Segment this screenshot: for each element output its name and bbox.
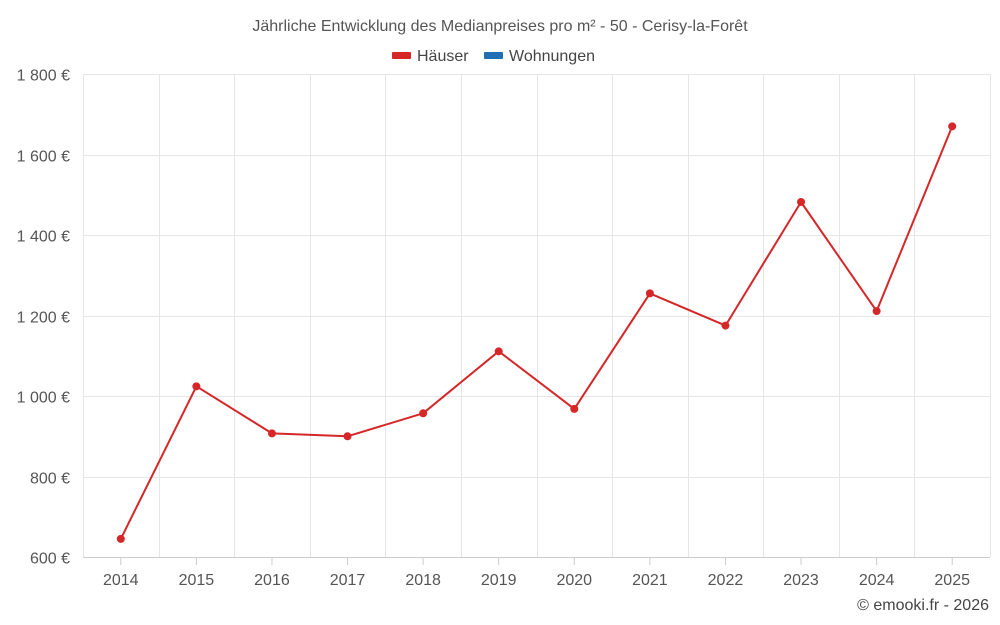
x-tick-label: 2015 <box>179 572 215 589</box>
x-tick-label: 2017 <box>330 572 366 589</box>
series-haeuser <box>116 122 957 543</box>
data-point[interactable] <box>948 122 957 131</box>
y-tick-label: 1 200 € <box>17 310 70 327</box>
x-tick-label: 2025 <box>934 572 970 589</box>
x-tick-label: 2023 <box>783 572 819 589</box>
grid <box>83 74 991 558</box>
y-tick-label: 800 € <box>30 471 70 488</box>
data-point[interactable] <box>570 404 579 413</box>
legend-swatch-haeuser <box>392 52 411 59</box>
credit-text: © emooki.fr - 2026 <box>857 597 989 614</box>
y-tick-label: 600 € <box>30 551 70 568</box>
data-point[interactable] <box>192 382 201 391</box>
data-point[interactable] <box>721 321 730 330</box>
x-tick-label: 2024 <box>859 572 895 589</box>
data-point[interactable] <box>267 429 276 438</box>
y-tick-label: 1 000 € <box>17 390 70 407</box>
x-tick-label: 2018 <box>405 572 441 589</box>
data-point[interactable] <box>645 289 654 298</box>
y-tick-label: 1 600 € <box>17 149 70 166</box>
legend-swatch-wohnungen <box>484 52 503 59</box>
x-tick-label: 2016 <box>254 572 290 589</box>
data-point[interactable] <box>797 197 806 206</box>
x-tick-label: 2021 <box>632 572 668 589</box>
y-axis: 600 € 800 € 1 000 € 1 200 € 1 400 € 1 600 € 1 … <box>17 68 70 568</box>
x-tick-label: 2022 <box>708 572 744 589</box>
data-point[interactable] <box>343 432 352 441</box>
data-point[interactable] <box>872 307 881 316</box>
series-line-0 <box>119 125 954 540</box>
legend-label-wohnungen[interactable]: Wohnungen <box>509 48 595 65</box>
x-tick-label: 2019 <box>481 572 517 589</box>
y-tick-label: 1 400 € <box>17 229 70 246</box>
legend: Häuser Wohnungen <box>392 48 595 65</box>
chart-title: Jährliche Entwicklung des Medianpreises … <box>252 18 748 35</box>
x-axis: 2014 2015 2016 2017 2018 2019 2020 2021 2022 2023… <box>103 557 970 589</box>
x-tick-label: 2020 <box>556 572 592 589</box>
legend-label-haeuser[interactable]: Häuser <box>417 48 469 65</box>
data-point[interactable] <box>494 347 503 356</box>
x-tick-label: 2014 <box>103 572 139 589</box>
data-point[interactable] <box>116 534 125 543</box>
y-tick-label: 1 800 € <box>17 68 70 85</box>
data-point[interactable] <box>419 409 428 418</box>
